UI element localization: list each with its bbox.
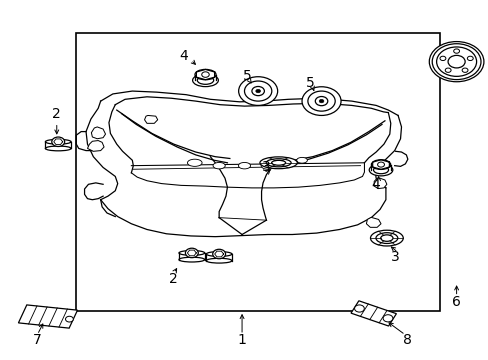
Polygon shape — [366, 217, 380, 227]
Ellipse shape — [261, 162, 274, 169]
Circle shape — [315, 96, 327, 106]
Ellipse shape — [206, 258, 231, 263]
Text: 5: 5 — [305, 76, 314, 90]
Ellipse shape — [265, 159, 290, 167]
Circle shape — [52, 137, 64, 147]
Circle shape — [244, 81, 271, 101]
Circle shape — [436, 47, 476, 76]
Circle shape — [65, 316, 73, 322]
Ellipse shape — [260, 157, 297, 169]
Ellipse shape — [271, 160, 285, 165]
Bar — [76, 33, 439, 311]
Ellipse shape — [213, 162, 225, 169]
Ellipse shape — [187, 159, 202, 166]
Circle shape — [238, 77, 277, 105]
Text: 8: 8 — [403, 333, 411, 347]
Circle shape — [444, 68, 450, 72]
Circle shape — [428, 41, 483, 82]
Circle shape — [461, 68, 467, 72]
Ellipse shape — [370, 230, 403, 246]
Text: 2: 2 — [52, 107, 61, 121]
Circle shape — [431, 44, 480, 80]
Polygon shape — [87, 140, 104, 151]
Circle shape — [302, 87, 340, 116]
Ellipse shape — [370, 160, 390, 170]
Ellipse shape — [380, 235, 392, 241]
Polygon shape — [91, 127, 105, 139]
Circle shape — [251, 86, 264, 96]
Ellipse shape — [296, 157, 307, 163]
Circle shape — [255, 89, 260, 93]
Text: 4: 4 — [371, 178, 380, 192]
Circle shape — [307, 91, 334, 111]
Circle shape — [382, 315, 392, 322]
Ellipse shape — [197, 76, 213, 84]
Ellipse shape — [179, 251, 204, 255]
Text: 5: 5 — [242, 69, 251, 83]
Ellipse shape — [179, 257, 204, 262]
Polygon shape — [350, 301, 396, 326]
Text: 3: 3 — [262, 161, 270, 175]
Text: 4: 4 — [179, 49, 187, 63]
Ellipse shape — [368, 164, 392, 176]
Circle shape — [354, 305, 364, 312]
Text: 2: 2 — [169, 271, 178, 285]
Ellipse shape — [45, 139, 71, 144]
Circle shape — [319, 99, 323, 103]
Polygon shape — [19, 305, 77, 328]
Text: 6: 6 — [451, 295, 460, 309]
Circle shape — [202, 72, 209, 77]
Text: 7: 7 — [33, 333, 41, 347]
Text: 1: 1 — [237, 333, 246, 347]
Ellipse shape — [45, 146, 71, 151]
Ellipse shape — [192, 74, 218, 87]
Ellipse shape — [206, 252, 231, 256]
Circle shape — [467, 56, 472, 60]
Circle shape — [185, 248, 198, 258]
Ellipse shape — [375, 233, 397, 243]
Ellipse shape — [238, 162, 250, 169]
Ellipse shape — [373, 166, 388, 174]
Text: 3: 3 — [390, 250, 399, 264]
Circle shape — [453, 49, 459, 53]
Circle shape — [439, 56, 445, 60]
Circle shape — [377, 162, 384, 167]
Polygon shape — [373, 178, 386, 189]
Circle shape — [212, 249, 225, 259]
Circle shape — [447, 55, 464, 68]
Polygon shape — [144, 116, 158, 123]
Ellipse shape — [195, 69, 216, 80]
